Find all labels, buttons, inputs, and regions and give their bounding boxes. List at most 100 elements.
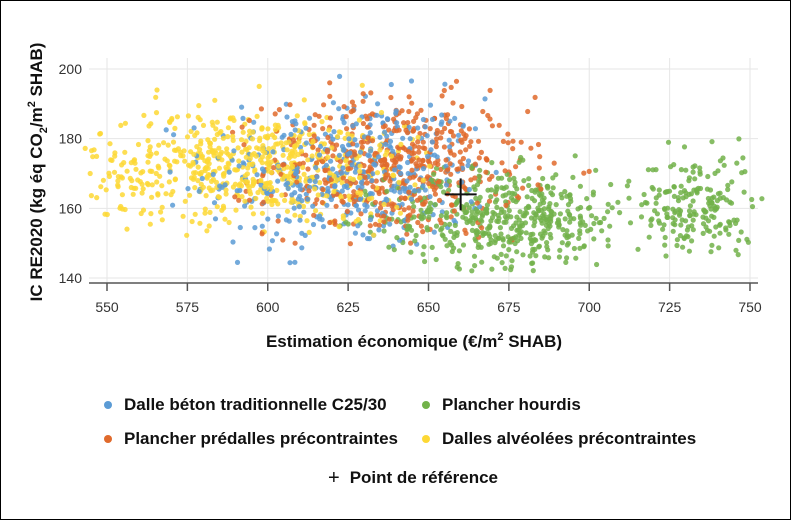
point-predalles	[422, 199, 428, 205]
point-hourdis	[567, 195, 574, 202]
point-dalles-alveolees	[248, 204, 254, 210]
point-dalles-alveolees	[415, 134, 421, 140]
point-hourdis	[607, 223, 613, 229]
point-predalles	[280, 237, 286, 243]
point-predalles	[315, 147, 321, 153]
point-dalles-alveolees	[251, 151, 257, 157]
point-dalles-alveolees	[191, 170, 197, 176]
point-predalles	[337, 158, 344, 165]
point-hourdis	[714, 198, 721, 204]
point-hourdis	[741, 189, 747, 195]
point-dalle-beton	[237, 224, 243, 231]
point-dalles-alveolees	[226, 161, 232, 167]
point-predalles	[415, 219, 421, 226]
legend-item-dalles-alveolees[interactable]: Dalles alvéolées précontraintes	[422, 429, 696, 449]
point-hourdis	[678, 167, 685, 173]
legend-item-plancher-hourdis[interactable]: Plancher hourdis	[422, 395, 581, 415]
point-predalles	[496, 122, 502, 128]
point-predalles	[436, 179, 442, 185]
point-predalles	[551, 160, 557, 166]
point-dalle-beton	[382, 129, 388, 135]
point-dalle-beton	[352, 169, 358, 175]
point-hourdis	[599, 228, 605, 234]
point-dalle-beton	[408, 78, 415, 84]
point-dalles-alveolees	[350, 176, 356, 182]
point-dalles-alveolees	[212, 136, 218, 142]
point-predalles	[432, 191, 438, 197]
point-dalles-alveolees	[206, 223, 212, 229]
point-dalles-alveolees	[172, 125, 178, 131]
point-hourdis	[548, 208, 554, 214]
point-dalles-alveolees	[169, 117, 175, 123]
point-dalles-alveolees	[131, 158, 137, 164]
point-dalles-alveolees	[112, 153, 118, 159]
point-hourdis	[678, 222, 684, 228]
point-hourdis	[564, 242, 570, 248]
point-hourdis	[692, 176, 698, 182]
point-dalle-beton	[460, 123, 466, 129]
point-dalle-beton	[452, 115, 458, 121]
point-dalle-beton	[236, 163, 242, 169]
point-dalle-beton	[291, 205, 297, 211]
point-dalle-beton	[252, 225, 258, 231]
point-dalle-beton	[210, 171, 216, 177]
point-predalles	[241, 142, 247, 148]
legend-item-predalles[interactable]: Plancher prédalles précontraintes	[104, 429, 398, 449]
point-hourdis	[573, 255, 579, 261]
point-dalle-beton	[367, 130, 373, 136]
point-dalles-alveolees	[271, 197, 277, 204]
point-dalles-alveolees	[218, 129, 224, 135]
point-predalles	[418, 107, 424, 113]
point-hourdis	[570, 174, 576, 180]
point-hourdis	[582, 222, 588, 228]
point-predalles	[450, 100, 456, 106]
legend-item-reference[interactable]: + Point de référence	[328, 468, 498, 488]
point-hourdis	[408, 249, 414, 255]
point-hourdis	[705, 195, 712, 202]
point-dalles-alveolees	[259, 154, 265, 160]
point-dalles-alveolees	[155, 163, 161, 169]
point-dalle-beton	[371, 161, 377, 167]
point-hourdis	[413, 232, 419, 239]
point-predalles	[461, 131, 467, 137]
point-hourdis	[585, 205, 592, 211]
point-hourdis	[721, 162, 727, 168]
point-dalles-alveolees	[384, 149, 390, 155]
point-predalles	[415, 139, 421, 145]
plus-icon: +	[328, 467, 340, 489]
point-dalles-alveolees	[398, 141, 404, 147]
point-hourdis	[477, 194, 483, 200]
point-dalle-beton	[330, 166, 336, 172]
point-predalles	[430, 183, 436, 190]
point-dalles-alveolees	[276, 163, 282, 169]
point-predalles	[505, 140, 511, 146]
point-hourdis	[508, 267, 514, 273]
point-dalles-alveolees	[230, 137, 236, 143]
point-predalles	[344, 178, 350, 185]
point-dalles-alveolees	[269, 201, 275, 208]
point-hourdis	[500, 236, 506, 242]
point-dalle-beton	[211, 200, 218, 206]
point-hourdis	[544, 218, 550, 224]
point-dalles-alveolees	[94, 195, 100, 201]
point-hourdis	[723, 225, 729, 231]
point-dalles-alveolees	[310, 138, 316, 144]
y-axis-title: IC RE2020 (kg éq CO2/m2 SHAB)	[26, 43, 50, 302]
point-dalles-alveolees	[284, 147, 290, 153]
point-dalles-alveolees	[203, 193, 209, 199]
point-hourdis	[690, 198, 696, 204]
point-hourdis	[454, 230, 460, 236]
point-hourdis	[705, 173, 711, 180]
point-predalles	[306, 188, 312, 194]
point-dalle-beton	[427, 102, 434, 108]
legend-item-dalle-beton[interactable]: Dalle béton traditionnelle C25/30	[104, 395, 387, 415]
point-hourdis	[720, 195, 727, 201]
point-hourdis	[540, 175, 546, 182]
point-predalles	[416, 144, 422, 150]
point-hourdis	[645, 167, 652, 173]
point-hourdis	[671, 184, 677, 190]
point-dalle-beton	[420, 166, 427, 172]
point-dalles-alveolees	[107, 141, 113, 147]
point-dalle-beton	[163, 127, 169, 133]
point-hourdis	[517, 209, 523, 215]
